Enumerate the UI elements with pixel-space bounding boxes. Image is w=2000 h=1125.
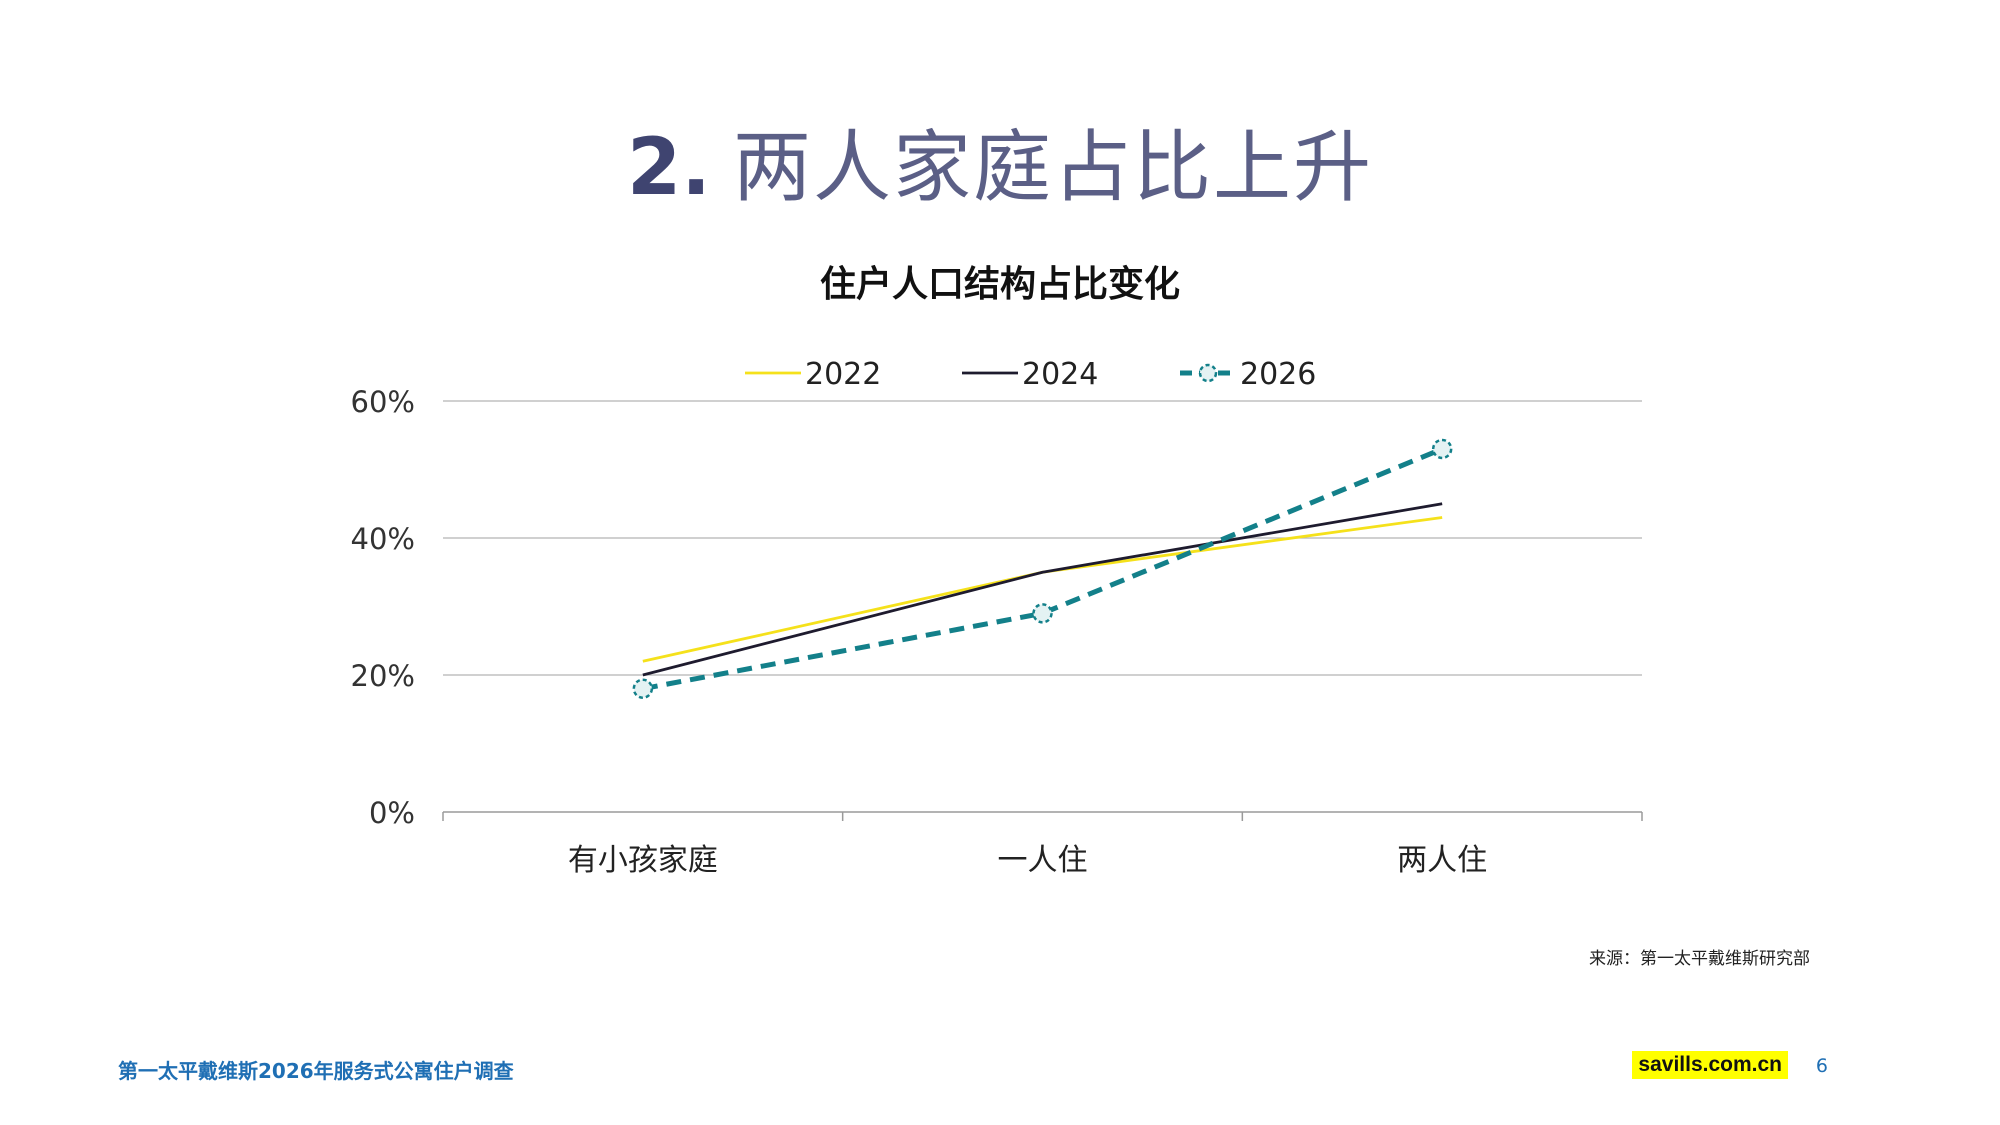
data-point-2026-一人住 — [1032, 603, 1053, 624]
slide-title-number: 2. — [627, 123, 711, 213]
series-lines — [632, 438, 1453, 699]
brand-link[interactable]: savills.com.cn — [1632, 1051, 1788, 1079]
source-note: 来源：第一太平戴维斯研究部 — [1589, 949, 1810, 969]
y-tick-label: 20% — [351, 659, 415, 693]
legend: 2022 2024 2026 — [745, 357, 1316, 392]
series-line-2022 — [642, 516, 1443, 663]
legend-label-2026: 2026 — [1240, 357, 1316, 392]
y-axis-labels: 0% 20% 40% 60% — [351, 385, 415, 830]
gridlines — [443, 400, 1642, 676]
data-point-2026-两人住 — [1431, 438, 1453, 460]
series-line-2024 — [642, 502, 1443, 677]
chart-title: 住户人口结构占比变化 — [819, 264, 1180, 305]
report-title: 第一太平戴维斯2026年服务式公寓住户调查 — [118, 1059, 514, 1083]
data-point-2026-有小孩家庭 — [632, 678, 654, 699]
y-tick-label: 0% — [369, 796, 415, 830]
slide-title-text: 两人家庭占比上升 — [732, 123, 1373, 213]
x-axis — [442, 811, 1643, 821]
x-axis-labels: 有小孩家庭 一人住 两人住 — [568, 843, 1487, 878]
series-line-2026 — [642, 446, 1444, 692]
legend-label-2024: 2024 — [1022, 357, 1098, 392]
y-tick-label: 40% — [351, 522, 415, 556]
slide-title: 2. 两人家庭占比上升 — [0, 105, 2000, 217]
legend-label-2022: 2022 — [805, 357, 881, 392]
legend-marker-2026 — [1198, 363, 1218, 383]
y-tick-label: 60% — [351, 385, 415, 419]
x-tick-label: 两人住 — [1397, 843, 1487, 878]
page-number: 6 — [1815, 1055, 1828, 1077]
x-tick-label: 有小孩家庭 — [568, 843, 718, 878]
x-tick-label: 一人住 — [998, 843, 1088, 878]
